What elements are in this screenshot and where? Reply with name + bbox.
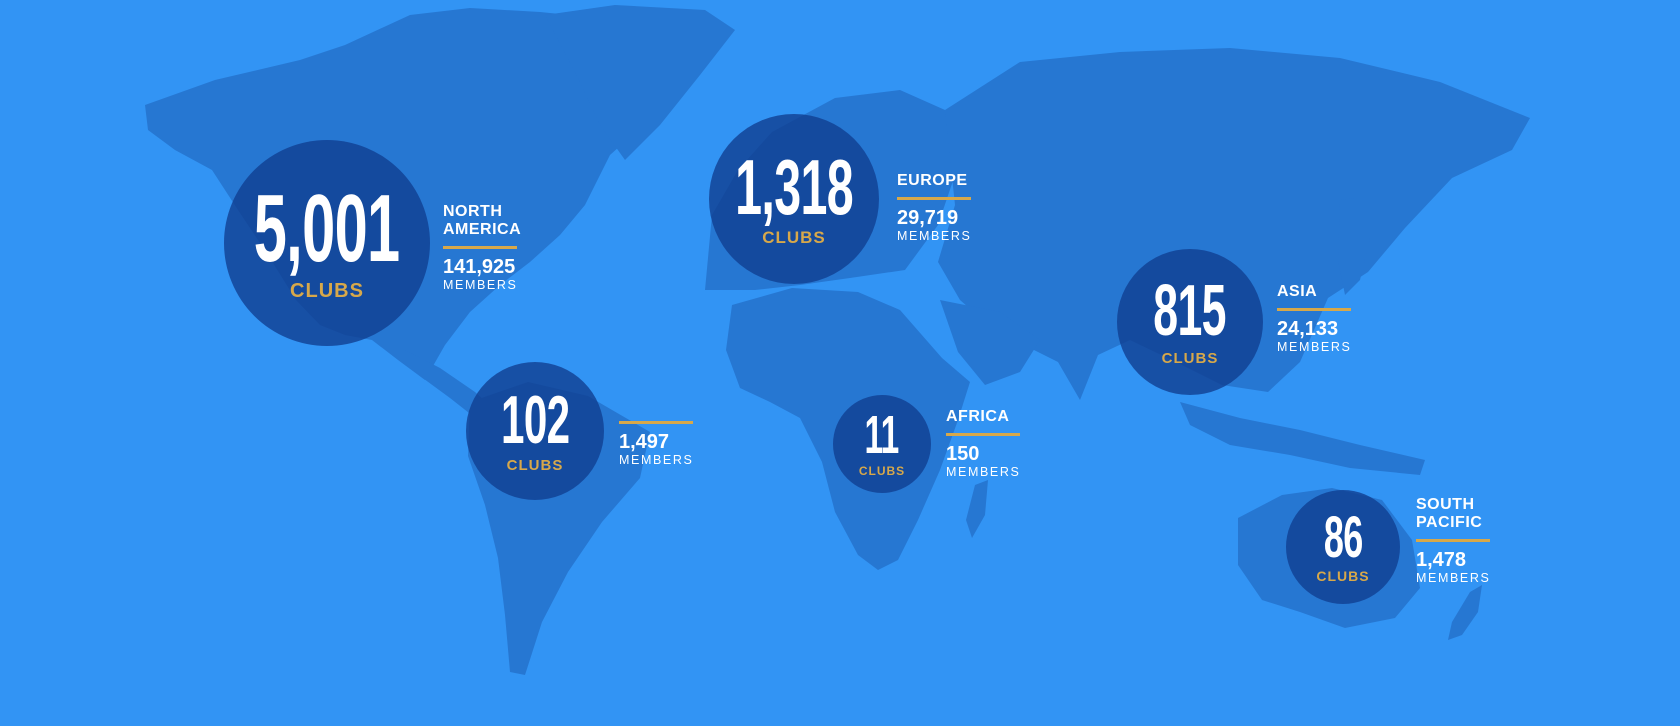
south-pacific-info: SOUTH PACIFIC 1,478 MEMBERS (1416, 496, 1490, 586)
africa-info: AFRICA 150 MEMBERS (946, 408, 1020, 480)
north-america-divider (443, 246, 517, 249)
asia-clubs-circle: 815 CLUBS (1117, 249, 1263, 395)
south-pacific-divider (1416, 539, 1490, 542)
asia-name: ASIA (1277, 283, 1318, 300)
south-america-clubs-count: 102 (500, 382, 570, 459)
europe-name: EUROPE (897, 172, 968, 189)
europe-clubs-count: 1,318 (735, 142, 854, 231)
europe-divider (897, 197, 971, 200)
landmass-new-zealand (1448, 585, 1482, 640)
europe-info: EUROPE 29,719 MEMBERS (897, 172, 971, 244)
europe-clubs-label: CLUBS (762, 228, 826, 248)
south-pacific-members-label: MEMBERS (1416, 571, 1491, 585)
landmass-indonesia (1180, 402, 1425, 475)
south-pacific-clubs-circle: 86 CLUBS (1286, 490, 1400, 604)
asia-members-label: MEMBERS (1277, 340, 1352, 354)
africa-clubs-count: 11 (864, 405, 900, 466)
south-america-clubs-label: CLUBS (506, 456, 564, 474)
south-pacific-clubs-count: 86 (1323, 504, 1363, 570)
north-america-members-count: 141,925 (443, 256, 516, 278)
africa-clubs-label: CLUBS (858, 463, 906, 478)
north-america-name: NORTH AMERICA (443, 203, 522, 238)
asia-clubs-count: 815 (1153, 271, 1227, 352)
south-pacific-clubs-label: CLUBS (1316, 568, 1370, 585)
south-america-members-count: 1,497 (619, 431, 670, 453)
south-america-divider (619, 421, 693, 424)
landmass-japan (1338, 198, 1370, 295)
north-america-info: NORTH AMERICA 141,925 MEMBERS (443, 203, 521, 293)
landmass-madagascar (966, 480, 988, 538)
africa-members-count: 150 (946, 443, 980, 465)
africa-members-label: MEMBERS (946, 465, 1021, 479)
asia-divider (1277, 308, 1351, 311)
south-pacific-name: SOUTH PACIFIC (1416, 496, 1483, 531)
north-america-members-label: MEMBERS (443, 278, 518, 292)
asia-members-count: 24,133 (1277, 318, 1339, 340)
europe-clubs-circle: 1,318 CLUBS (709, 114, 879, 284)
landmass-greenland (545, 5, 735, 160)
landmass-asia (938, 48, 1530, 400)
europe-members-count: 29,719 (897, 207, 959, 229)
north-america-clubs-circle: 5,001 CLUBS (224, 140, 430, 346)
africa-name: AFRICA (946, 408, 1010, 425)
europe-members-label: MEMBERS (897, 229, 972, 243)
africa-clubs-circle: 11 CLUBS (833, 395, 931, 493)
south-america-clubs-circle: 102 CLUBS (466, 362, 604, 500)
south-pacific-members-count: 1,478 (1416, 549, 1467, 571)
landmass-arabia (940, 300, 1040, 385)
south-america-members-label: MEMBERS (619, 453, 694, 467)
asia-info: ASIA 24,133 MEMBERS (1277, 283, 1351, 355)
south-america-info: 1,497 MEMBERS (619, 414, 693, 468)
north-america-clubs-count: 5,001 (254, 174, 400, 282)
north-america-clubs-label: CLUBS (290, 280, 364, 303)
asia-clubs-label: CLUBS (1161, 349, 1219, 367)
africa-divider (946, 433, 1020, 436)
